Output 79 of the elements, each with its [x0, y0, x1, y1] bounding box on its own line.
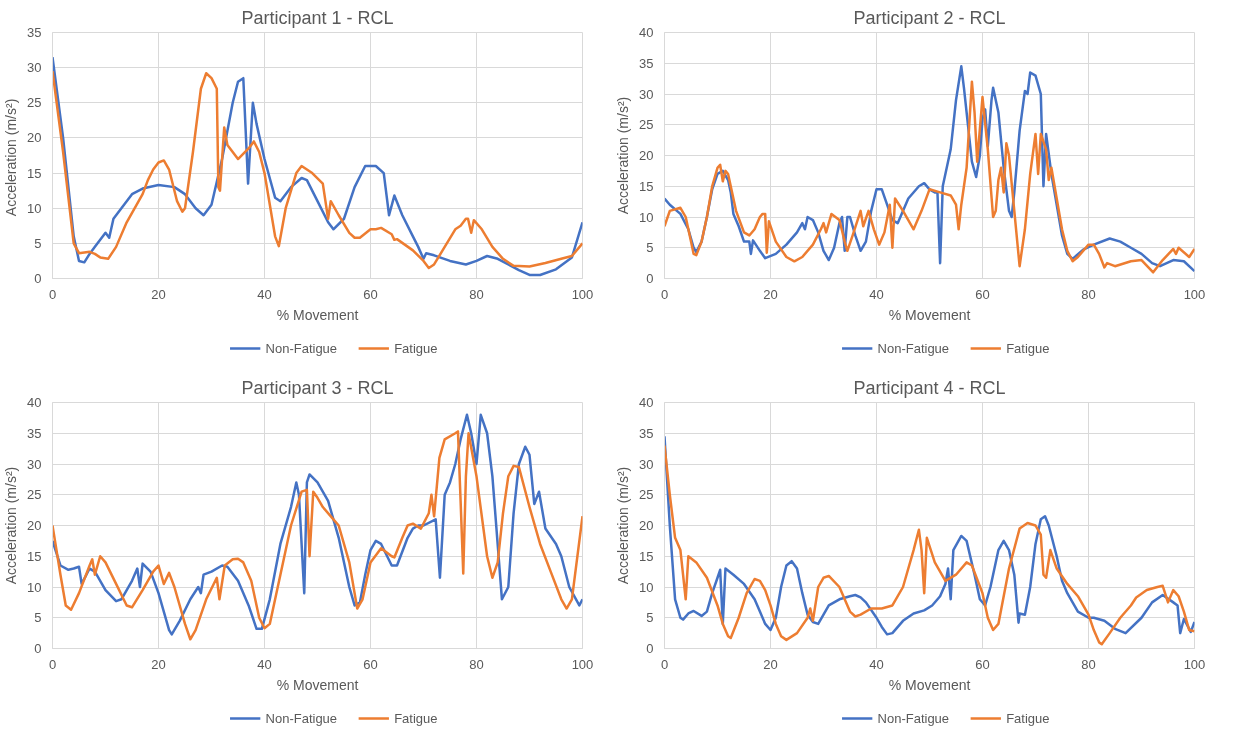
x-tick-label: 20	[763, 656, 778, 672]
x-tick-label: 0	[660, 286, 669, 302]
y-tick-label: 20	[27, 518, 42, 533]
y-tick-label: 40	[639, 25, 654, 40]
y-tick-label: 25	[639, 487, 654, 503]
y-tick-label: 25	[27, 487, 42, 503]
y-tick-label: 30	[639, 86, 654, 102]
x-tick-label: 80	[469, 286, 484, 302]
y-tick-label: 5	[34, 235, 42, 251]
y-tick-label: 15	[639, 178, 654, 194]
legend-label: Fatigue	[394, 341, 438, 356]
chart-title: Participant 3 - RCL	[241, 377, 394, 398]
x-tick-label: 20	[763, 286, 778, 302]
y-tick-label: 35	[27, 25, 42, 40]
x-axis-title: % Movement	[276, 306, 359, 323]
y-tick-label: 35	[27, 425, 42, 441]
y-tick-label: 30	[27, 60, 42, 76]
y-tick-label: 0	[646, 271, 654, 286]
x-tick-label: 0	[48, 286, 57, 302]
y-tick-label: 35	[639, 55, 654, 71]
y-tick-label: 35	[639, 425, 654, 441]
x-tick-label: 60	[975, 286, 990, 302]
x-tick-label: 100	[571, 286, 594, 302]
y-tick-label: 10	[639, 579, 654, 595]
x-tick-label: 60	[363, 656, 378, 672]
y-tick-label: 10	[27, 200, 42, 216]
y-tick-label: 5	[34, 610, 42, 626]
chart-title: Participant 2 - RCL	[853, 7, 1006, 28]
legend-label: Non-Fatigue	[265, 341, 338, 356]
x-tick-label: 100	[571, 656, 594, 672]
legend-label: Non-Fatigue	[265, 711, 338, 726]
y-tick-label: 20	[27, 130, 42, 146]
legend-label: Fatigue	[1006, 341, 1050, 356]
legend-label: Fatigue	[1006, 711, 1050, 726]
y-tick-label: 40	[639, 395, 654, 410]
y-tick-label: 15	[27, 548, 42, 564]
x-tick-label: 80	[1081, 656, 1096, 672]
y-tick-label: 20	[639, 148, 654, 163]
x-tick-label: 60	[363, 286, 378, 302]
y-tick-label: 15	[27, 165, 42, 181]
y-tick-label: 0	[646, 641, 654, 656]
y-tick-label: 30	[639, 456, 654, 472]
y-tick-label: 40	[27, 395, 42, 410]
x-tick-label: 40	[869, 656, 884, 672]
y-tick-label: 30	[27, 456, 42, 472]
y-tick-label: 10	[27, 579, 42, 595]
y-tick-label: 15	[639, 548, 654, 564]
chart-title: Participant 4 - RCL	[853, 377, 1006, 398]
x-tick-label: 100	[1183, 656, 1206, 672]
x-tick-label: 40	[869, 286, 884, 302]
y-tick-label: 0	[34, 641, 42, 656]
y-tick-label: 25	[27, 95, 42, 111]
y-tick-label: 10	[639, 209, 654, 225]
x-axis-title: % Movement	[888, 676, 971, 693]
chart-title: Participant 1 - RCL	[241, 7, 394, 28]
y-axis-title: Acceleration (m/s²)	[615, 466, 632, 585]
x-axis-title: % Movement	[888, 306, 971, 323]
legend-label: Non-Fatigue	[877, 341, 950, 356]
x-tick-label: 40	[257, 286, 272, 302]
y-tick-label: 0	[34, 271, 42, 286]
y-tick-label: 25	[639, 117, 654, 133]
x-tick-label: 60	[975, 656, 990, 672]
x-axis-title: % Movement	[276, 676, 359, 693]
x-tick-label: 100	[1183, 286, 1206, 302]
legend-label: Fatigue	[394, 711, 438, 726]
y-axis-title: Acceleration (m/s²)	[3, 466, 20, 585]
y-axis-title: Acceleration (m/s²)	[615, 96, 632, 215]
y-tick-label: 5	[646, 240, 654, 256]
x-tick-label: 80	[469, 656, 484, 672]
x-tick-label: 0	[660, 656, 669, 672]
y-axis-title: Acceleration (m/s²)	[3, 98, 20, 217]
x-tick-label: 40	[257, 656, 272, 672]
y-tick-label: 20	[639, 518, 654, 533]
x-tick-label: 80	[1081, 286, 1096, 302]
x-tick-label: 0	[48, 656, 57, 672]
x-tick-label: 20	[151, 656, 166, 672]
y-tick-label: 5	[646, 610, 654, 626]
legend-label: Non-Fatigue	[877, 711, 950, 726]
x-tick-label: 20	[151, 286, 166, 302]
